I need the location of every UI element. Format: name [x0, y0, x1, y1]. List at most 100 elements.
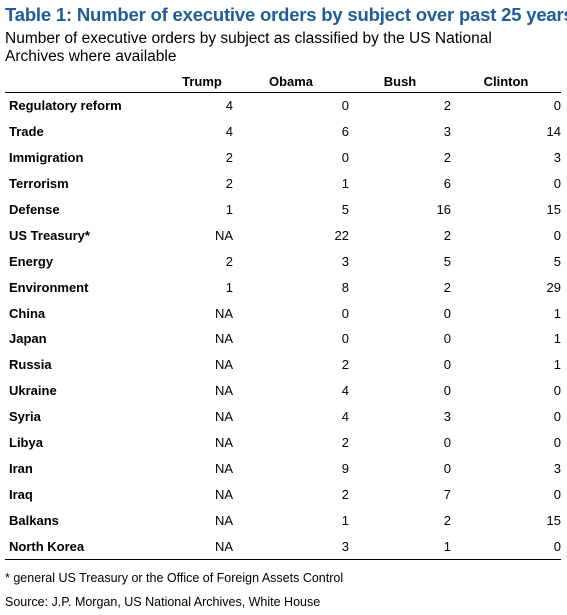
- cell-bush: 2: [443, 150, 451, 166]
- cell-obama: 8: [341, 279, 349, 295]
- cell-clinton: 15: [546, 512, 561, 528]
- cell-clinton: 3: [553, 150, 561, 166]
- table-row: North Korea NA 3 1 0: [5, 533, 561, 561]
- table-row: Ukraine NA 4 0 0: [5, 378, 561, 404]
- cell-bush: 16: [436, 202, 451, 217]
- table-row: Trade 4 6 3 14: [5, 119, 561, 145]
- cell-trump: NA: [214, 383, 233, 399]
- table-row: Energy 2 3 5 5: [5, 248, 561, 274]
- cell-obama: 5: [341, 202, 349, 217]
- cell-bush: 2: [443, 227, 451, 243]
- row-subject: North Korea: [5, 533, 171, 561]
- row-subject: Immigration: [9, 150, 84, 166]
- cell-trump: NA: [214, 331, 233, 347]
- cell-bush: 6: [443, 176, 451, 192]
- cell-clinton: 0: [553, 486, 561, 502]
- row-subject: Japan: [9, 331, 47, 347]
- cell-clinton: 15: [546, 202, 561, 217]
- cell-obama: 0: [341, 150, 349, 166]
- cell-clinton: 5: [553, 253, 561, 269]
- cell-clinton: 0: [553, 435, 561, 451]
- cell-bush: 2: [443, 512, 451, 528]
- cell-obama: 2: [341, 357, 349, 373]
- cell-clinton: 29: [546, 279, 561, 295]
- cell-trump: NA: [214, 435, 233, 451]
- cell-clinton: 0: [553, 227, 561, 243]
- row-subject: Balkans: [9, 512, 59, 528]
- row-subject: Syria: [9, 409, 41, 425]
- table-row: Defense 1 5 16 15: [5, 197, 561, 223]
- cell-clinton: 0: [553, 383, 561, 399]
- table-row: Balkans NA 1 2 15: [5, 507, 561, 533]
- row-subject: Libya: [9, 435, 43, 451]
- cell-bush: 2: [443, 98, 451, 114]
- cell-trump: NA: [214, 227, 233, 243]
- cell-bush: 0: [443, 305, 451, 321]
- cell-clinton: 1: [553, 357, 561, 373]
- cell-clinton: 0: [553, 176, 561, 192]
- cell-obama: 1: [341, 176, 349, 192]
- cell-obama: 4: [341, 383, 349, 399]
- row-subject: Ukraine: [9, 383, 57, 399]
- row-subject: China: [9, 305, 46, 321]
- table-row: Russia NA 2 0 1: [5, 352, 561, 378]
- cell-trump: NA: [214, 486, 233, 502]
- cell-clinton: 0: [553, 98, 561, 114]
- cell-obama: 1: [341, 512, 349, 528]
- table-row: US Treasury* NA 22 2 0: [5, 222, 561, 248]
- cell-bush: 0: [443, 460, 451, 476]
- cell-clinton: 3: [553, 460, 561, 476]
- cell-obama: 3: [341, 253, 349, 269]
- cell-obama: 2: [341, 435, 349, 451]
- cell-obama: 22: [334, 227, 349, 243]
- row-subject: Regulatory reform: [9, 98, 122, 114]
- cell-trump: 1: [225, 279, 233, 295]
- header-bush: Bush: [349, 70, 451, 93]
- header-trump: Trump: [171, 70, 233, 93]
- cell-obama: 0: [341, 98, 349, 114]
- cell-trump: NA: [171, 533, 233, 561]
- row-subject: Trade: [9, 124, 44, 140]
- cell-obama: 0: [341, 305, 349, 321]
- cell-obama: 2: [341, 486, 349, 502]
- cell-bush: 7: [443, 486, 451, 502]
- row-subject: Terrorism: [9, 176, 69, 192]
- row-subject: Russia: [9, 357, 52, 373]
- table-row: Terrorism 2 1 6 0: [5, 171, 561, 197]
- table-row: Environment 1 8 2 29: [5, 274, 561, 300]
- cell-clinton: 1: [553, 305, 561, 321]
- cell-trump: 4: [225, 98, 233, 114]
- row-subject: Energy: [9, 253, 54, 269]
- row-subject: Iran: [9, 460, 33, 476]
- cell-trump: NA: [214, 409, 233, 425]
- cell-trump: 2: [225, 150, 233, 166]
- cell-obama: 6: [341, 124, 349, 140]
- cell-clinton: 1: [553, 331, 561, 347]
- table-row: Syria NA 4 3 0: [5, 404, 561, 430]
- row-subject: Environment: [9, 279, 89, 295]
- cell-trump: 4: [225, 124, 233, 140]
- header-subject: [5, 70, 171, 93]
- cell-clinton: 0: [553, 409, 561, 425]
- cell-clinton: 0: [451, 533, 561, 561]
- cell-obama: 4: [341, 409, 349, 425]
- row-subject: Defense: [9, 202, 60, 217]
- cell-trump: NA: [214, 305, 233, 321]
- header-obama: Obama: [233, 70, 349, 93]
- row-subject: Iraq: [9, 486, 33, 502]
- cell-trump: NA: [214, 357, 233, 373]
- cell-trump: 2: [225, 253, 233, 269]
- table-row: Regulatory reform 4 0 2 0: [5, 93, 561, 119]
- cell-trump: 2: [225, 176, 233, 192]
- cell-bush: 2: [443, 279, 451, 295]
- table-row: Japan NA 0 0 1: [5, 326, 561, 352]
- table-title: Table 1: Number of executive orders by s…: [5, 4, 567, 25]
- cell-bush: 5: [443, 253, 451, 269]
- cell-trump: 1: [225, 202, 233, 217]
- table-row: Immigration 2 0 2 3: [5, 145, 561, 171]
- cell-bush: 0: [443, 331, 451, 347]
- cell-trump: NA: [214, 460, 233, 476]
- header-clinton: Clinton: [451, 70, 561, 93]
- table-header-row: Trump Obama Bush Clinton: [5, 70, 561, 93]
